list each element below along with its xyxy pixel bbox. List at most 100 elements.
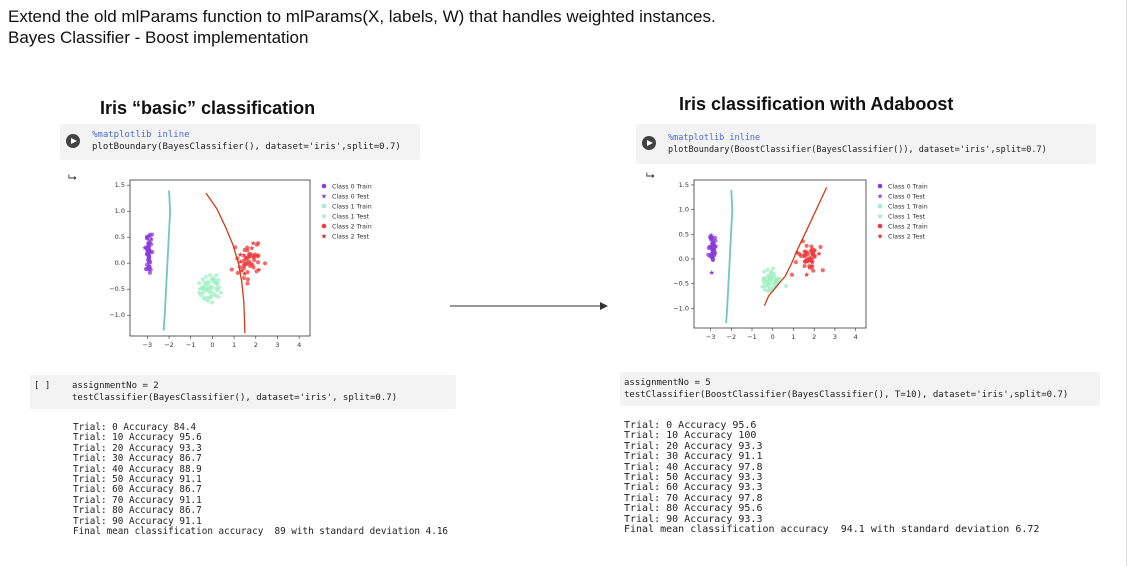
class-0-point [146,244,151,250]
right-cell1-code[interactable]: %matplotlib inline plotBoundary(BoostCla… [668,132,1047,156]
right-panel-title: Iris classification with Adaboost [679,94,954,114]
right-test-output: Trial: 0 Accuracy 95.6 Trial: 10 Accurac… [624,420,1040,536]
class-1-test-star: ★ [218,289,224,297]
class-2-point [818,244,823,250]
left-cell1-code[interactable]: %matplotlib inline plotBoundary(BayesCla… [92,129,401,153]
left-panel-title: Iris “basic” classification [100,98,316,118]
x-tick-label: 1 [791,333,795,341]
class-0-test-star: ★ [142,244,148,252]
class-2-point [246,259,252,264]
right-test-code-cell[interactable]: assignmentNo = 5 testClassifier(BoostCla… [620,372,1100,406]
x-tick-label: 3 [275,341,279,349]
plot-frame [693,179,867,329]
code-line: assignmentNo = 5 [624,378,711,388]
y-tick-label: 1.0 [115,207,125,215]
class-1-point [197,290,202,295]
class-2-point [807,258,812,263]
run-cell-button[interactable] [642,136,656,150]
class-1-test-star: ★ [205,297,211,305]
class-2-point [241,259,246,264]
class-1-point [211,276,216,281]
class-1-point [761,280,766,285]
y-tick-label: −0.5 [109,285,125,293]
y-tick-label: 0.5 [679,230,689,238]
class-1-test-star: ★ [759,283,765,291]
class-1-point [197,281,202,286]
class-2-test-star: ★ [237,258,243,266]
class-2-point [262,261,268,266]
left-test-output: Trial: 0 Accuracy 84.4 Trial: 10 Accurac… [73,422,449,538]
legend-label: Class 2 Test [332,233,370,240]
right-cell2-code[interactable]: assignmentNo = 5 testClassifier(BoostCla… [624,377,1068,401]
class-2-test-star: ★ [804,271,810,279]
left-cell2-code[interactable]: assignmentNo = 2 testClassifier(BayesCla… [72,380,397,404]
class-2-point [803,259,808,264]
x-tick-label: −2 [164,341,174,349]
class-1-point [207,273,213,278]
class-1-point [203,274,209,280]
legend-marker: ★ [877,213,883,221]
page-border [1126,0,1127,566]
class-0-boundary [162,190,172,331]
class-2-point [804,243,809,248]
legend-label: Class 2 Train [332,223,372,230]
class-1-point [768,274,773,280]
class-1-test-star: ★ [767,284,773,292]
y-tick-label: 0.5 [115,233,125,241]
class-1-point [762,269,767,274]
y-tick-label: 0.0 [115,259,125,267]
x-tick-label: 2 [812,333,816,341]
x-tick-label: −1 [747,333,757,341]
class-2-test-star: ★ [237,251,243,259]
right-plot-code-cell[interactable]: %matplotlib inline plotBoundary(BoostCla… [636,124,1096,164]
class-1-point [210,300,215,305]
legend-marker: ★ [321,213,327,221]
class-2-point [807,264,812,269]
class-0-point [147,270,152,275]
class-1-test-star: ★ [213,271,219,279]
class-2-test-star: ★ [256,266,262,274]
y-tick-label: 0.0 [679,255,689,263]
class-2-point [810,252,815,257]
class-1-test-star: ★ [762,286,768,294]
legend-marker [321,183,327,189]
left-plot-code-cell[interactable]: %matplotlib inline plotBoundary(BayesCla… [60,124,420,160]
y-tick-label: −1.0 [109,311,125,319]
class-1-point [207,289,212,294]
class-1-point [773,278,778,283]
x-tick-label: 2 [254,341,258,349]
class-0-test-star: ★ [713,243,719,251]
left-test-code-cell[interactable]: [ ] assignmentNo = 2 testClassifier(Baye… [30,375,456,409]
class-1-point [208,294,214,299]
legend-label: Class 0 Train [332,183,372,190]
class-0-test-star: ★ [709,269,715,277]
legend-marker [877,223,883,229]
class-2-point [247,252,252,257]
class-0-test-star: ★ [146,233,152,241]
legend-label: Class 1 Train [888,203,928,210]
class-2-test-star: ★ [250,239,256,247]
y-tick-label: −0.5 [673,280,689,288]
class-2-point [793,260,799,265]
class-0-point [145,252,150,257]
class-2-point [820,268,825,273]
class-0-point [146,266,152,272]
class-2-point [253,252,258,257]
magic-line: %matplotlib inline [668,133,761,143]
run-cell-button[interactable] [66,134,80,148]
class-2-point [245,248,250,253]
class-1-point [767,286,773,291]
class-1-point [783,283,789,289]
class-1-point [772,273,777,278]
code-line: assignmentNo = 2 [72,381,159,391]
class-2-boundary [205,192,246,334]
legend-label: Class 2 Test [888,233,926,240]
class-1-point [765,267,770,272]
legend-label: Class 0 Test [332,193,370,200]
x-tick-label: 4 [854,333,858,341]
legend-label: Class 0 Train [888,183,928,190]
legend-marker [877,183,883,189]
output-icon: ⮡ [68,172,77,184]
class-0-point [706,252,711,257]
x-tick-label: −2 [727,333,737,341]
